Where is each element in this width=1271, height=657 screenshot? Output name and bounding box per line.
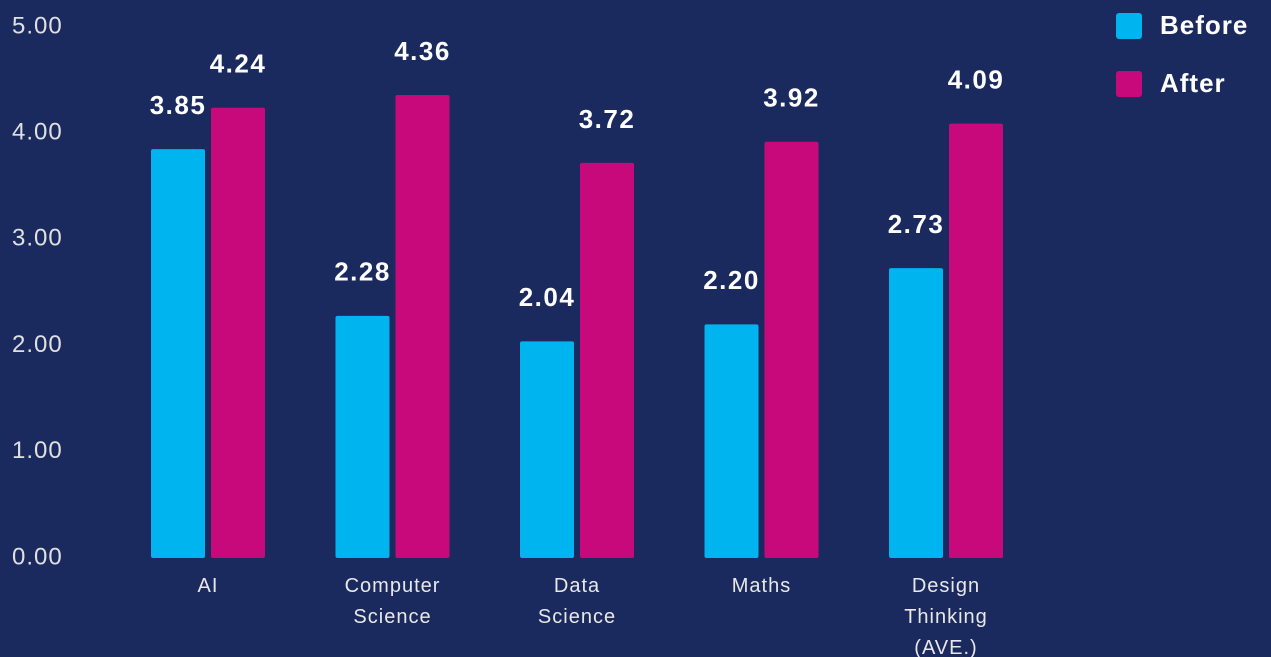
bar	[395, 94, 450, 558]
data-label: 4.24	[210, 49, 267, 79]
legend-label: After	[1160, 68, 1226, 98]
y-tick-label: 0.00	[12, 543, 63, 570]
y-tick-label: 1.00	[12, 437, 63, 464]
bar	[764, 141, 819, 559]
bar	[949, 123, 1003, 558]
x-tick-label: Maths	[731, 575, 792, 597]
data-label: 3.92	[763, 83, 820, 113]
x-tick-label: Design Thinking (AVE.)	[904, 575, 988, 657]
data-label: 3.85	[150, 90, 207, 120]
legend-label: Before	[1160, 10, 1248, 40]
y-tick-label: 2.00	[12, 331, 63, 358]
data-label: 2.28	[334, 257, 391, 287]
x-tick-label: Data Science	[537, 575, 617, 628]
bar	[335, 315, 390, 558]
legend-swatch	[1116, 13, 1142, 39]
x-tick-label: Computer Science	[344, 575, 441, 628]
data-label: 2.20	[703, 265, 760, 295]
bar	[580, 162, 634, 558]
bar	[151, 149, 205, 558]
data-label: 4.36	[394, 36, 451, 66]
y-tick-label: 4.00	[12, 119, 63, 146]
bar	[211, 107, 265, 558]
y-tick-label: 3.00	[12, 225, 63, 252]
data-label: 2.04	[519, 282, 576, 312]
bar	[889, 268, 943, 558]
bar	[520, 341, 574, 558]
y-tick-label: 5.00	[12, 12, 63, 39]
data-label: 3.72	[579, 104, 636, 134]
legend-swatch	[1116, 71, 1142, 97]
x-tick-label: AI	[197, 575, 219, 597]
bar	[704, 324, 759, 558]
data-label: 2.73	[888, 209, 945, 239]
data-label: 4.09	[948, 65, 1005, 95]
